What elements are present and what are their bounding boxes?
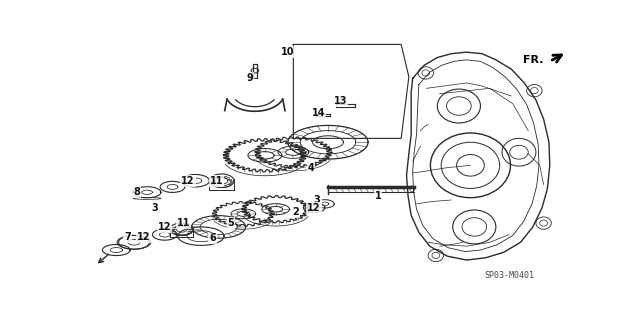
Text: 7: 7 — [124, 232, 131, 242]
Text: SP03-M0401: SP03-M0401 — [484, 271, 534, 280]
Text: 14: 14 — [312, 108, 326, 118]
Text: 4: 4 — [308, 163, 314, 173]
Text: 3: 3 — [314, 195, 321, 205]
Text: 3: 3 — [152, 203, 158, 213]
Text: 10: 10 — [281, 47, 294, 57]
Text: 2: 2 — [292, 206, 299, 217]
Text: 12: 12 — [307, 203, 321, 213]
Text: 9: 9 — [246, 73, 253, 83]
Text: 6: 6 — [209, 234, 216, 243]
Text: FR.: FR. — [523, 55, 543, 65]
Text: 13: 13 — [333, 96, 347, 107]
Text: 12: 12 — [181, 176, 195, 186]
Text: 5: 5 — [228, 218, 234, 228]
Text: 8: 8 — [134, 187, 140, 197]
Text: 11: 11 — [177, 218, 190, 228]
Text: 12: 12 — [137, 232, 151, 242]
Text: 1: 1 — [374, 191, 381, 201]
Text: 11: 11 — [210, 176, 223, 186]
Text: 12: 12 — [158, 222, 172, 232]
